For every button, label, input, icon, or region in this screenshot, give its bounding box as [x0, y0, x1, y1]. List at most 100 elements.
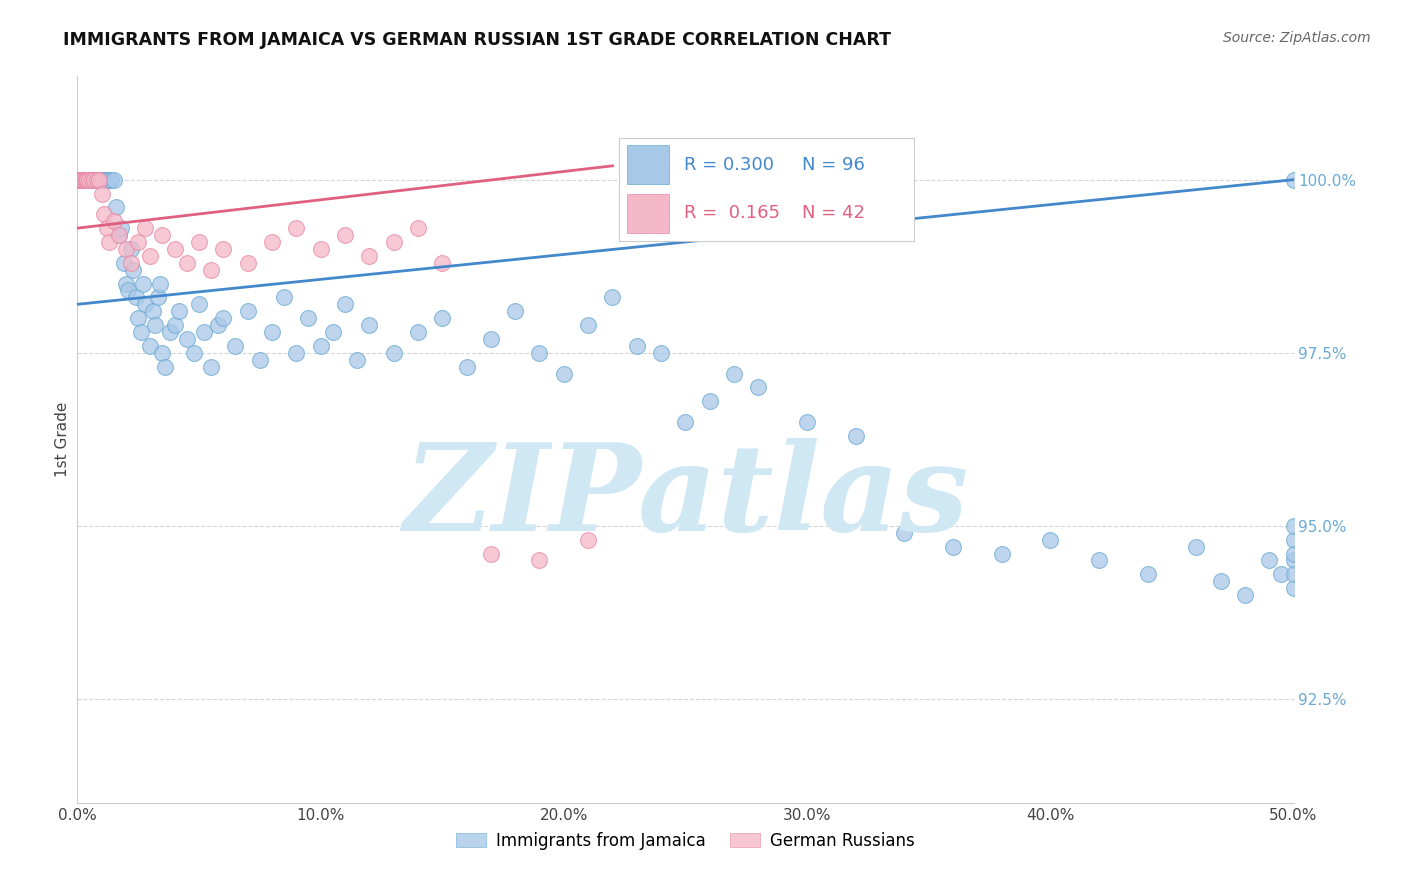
Point: [382, 235, 405, 249]
Point: [893, 525, 915, 540]
Point: [1258, 553, 1281, 567]
Point: [297, 311, 319, 326]
Point: [553, 367, 575, 381]
Point: [576, 533, 599, 547]
Text: ZIPatlas: ZIPatlas: [402, 438, 969, 557]
Point: [79, 172, 101, 186]
Point: [285, 221, 308, 235]
Point: [333, 228, 356, 243]
Point: [212, 242, 235, 256]
Point: [93, 172, 115, 186]
Point: [747, 380, 769, 394]
Legend: Immigrants from Jamaica, German Russians: Immigrants from Jamaica, German Russians: [449, 825, 922, 856]
Point: [212, 311, 235, 326]
Point: [285, 345, 308, 359]
Point: [333, 297, 356, 311]
Point: [675, 415, 697, 429]
Text: Source: ZipAtlas.com: Source: ZipAtlas.com: [1223, 31, 1371, 45]
Point: [1039, 533, 1062, 547]
Point: [90, 186, 112, 201]
Text: N = 96: N = 96: [801, 156, 865, 174]
Point: [1282, 547, 1305, 561]
Point: [149, 277, 172, 291]
Point: [70, 172, 93, 186]
Point: [529, 553, 551, 567]
Point: [1282, 581, 1305, 595]
Point: [163, 318, 186, 332]
Point: [207, 318, 229, 332]
Point: [127, 311, 149, 326]
Point: [1282, 519, 1305, 533]
Point: [107, 228, 129, 243]
Point: [76, 172, 98, 186]
Point: [129, 325, 152, 339]
Point: [309, 339, 332, 353]
Point: [529, 345, 551, 359]
Point: [83, 172, 105, 186]
Point: [576, 318, 599, 332]
Point: [120, 256, 142, 270]
Point: [132, 277, 155, 291]
Point: [1270, 567, 1292, 582]
Point: [80, 172, 103, 186]
Point: [159, 325, 181, 339]
Point: [1282, 553, 1305, 567]
Point: [188, 297, 211, 311]
Point: [146, 290, 169, 304]
Point: [93, 207, 115, 221]
Point: [70, 172, 93, 186]
Point: [97, 172, 120, 186]
Point: [723, 367, 745, 381]
Point: [107, 228, 129, 243]
Point: [72, 172, 94, 186]
Point: [699, 394, 721, 409]
Point: [73, 172, 96, 186]
Point: [152, 228, 174, 243]
Point: [169, 304, 191, 318]
Point: [73, 172, 96, 186]
Point: [97, 235, 120, 249]
Text: R = 0.300: R = 0.300: [683, 156, 773, 174]
Point: [503, 304, 526, 318]
Point: [650, 345, 672, 359]
Point: [96, 172, 118, 186]
Point: [143, 318, 166, 332]
Point: [942, 540, 965, 554]
Point: [115, 242, 138, 256]
Point: [134, 297, 156, 311]
Point: [103, 172, 125, 186]
Point: [273, 290, 295, 304]
Point: [76, 172, 98, 186]
Point: [125, 290, 148, 304]
Text: N = 42: N = 42: [801, 204, 865, 222]
Point: [382, 345, 405, 359]
Point: [1282, 533, 1305, 547]
Point: [406, 325, 429, 339]
Point: [134, 221, 156, 235]
Point: [79, 172, 101, 186]
Point: [75, 172, 97, 186]
Point: [479, 332, 502, 346]
Point: [200, 359, 222, 374]
Point: [406, 221, 429, 235]
Point: [100, 172, 122, 186]
Point: [479, 547, 502, 561]
Point: [120, 242, 142, 256]
Point: [1209, 574, 1232, 589]
Point: [796, 415, 818, 429]
Point: [75, 172, 97, 186]
Point: [115, 277, 138, 291]
Point: [67, 172, 90, 186]
Point: [163, 242, 186, 256]
Point: [430, 311, 453, 326]
Point: [1282, 567, 1305, 582]
Point: [176, 332, 198, 346]
Point: [89, 172, 111, 186]
Point: [200, 262, 222, 277]
Point: [86, 172, 108, 186]
Point: [1282, 172, 1305, 186]
Bar: [627, 194, 669, 233]
Point: [70, 172, 93, 186]
Point: [70, 172, 93, 186]
Point: [105, 200, 128, 214]
